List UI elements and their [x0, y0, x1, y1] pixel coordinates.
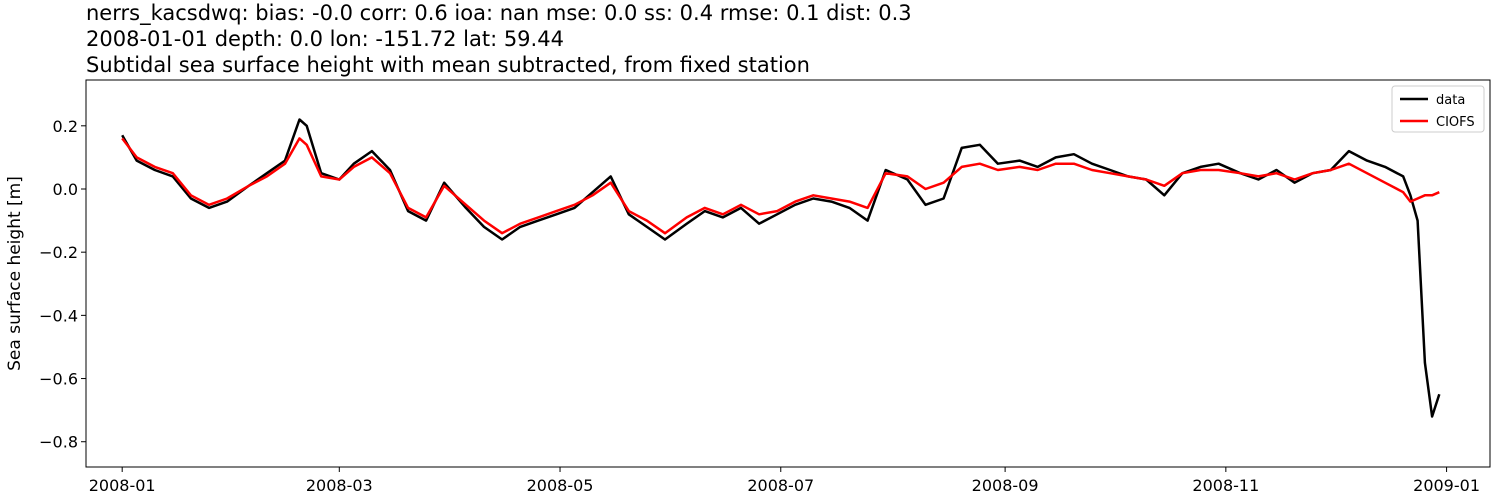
x-tick-label: 2008-09 — [972, 476, 1039, 495]
y-tick-label: −0.8 — [39, 433, 78, 452]
y-tick-label: −0.6 — [39, 370, 78, 389]
y-tick-label: −0.2 — [39, 243, 78, 262]
x-tick-label: 2008-11 — [1192, 476, 1259, 495]
y-tick-label: 0.2 — [53, 117, 78, 136]
title-station-line: 2008-01-01 depth: 0.0 lon: -151.72 lat: … — [86, 27, 564, 51]
series-line-ciofs — [121, 137, 1440, 235]
y-tick-label: 0.0 — [53, 180, 78, 199]
legend-label-ciofs: CIOFS — [1436, 115, 1475, 130]
x-tick-label: 2008-03 — [306, 476, 373, 495]
series-line-data — [121, 118, 1441, 418]
x-tick-label: 2008-07 — [747, 476, 814, 495]
title-stats-line: nerrs_kacsdwq: bias: -0.0 corr: 0.6 ioa:… — [86, 1, 912, 25]
y-axis-label: Sea surface height [m] — [5, 176, 25, 371]
x-tick-label: 2009-01 — [1413, 476, 1480, 495]
title-block: nerrs_kacsdwq: bias: -0.0 corr: 0.6 ioa:… — [86, 0, 912, 78]
x-tick-label: 2008-01 — [89, 476, 156, 495]
title-description-line: Subtidal sea surface height with mean su… — [86, 53, 810, 77]
plot-frame — [85, 79, 1491, 468]
x-tick-label: 2008-05 — [527, 476, 594, 495]
legend-label-data: data — [1436, 93, 1465, 108]
y-tick-label: −0.4 — [39, 306, 78, 325]
